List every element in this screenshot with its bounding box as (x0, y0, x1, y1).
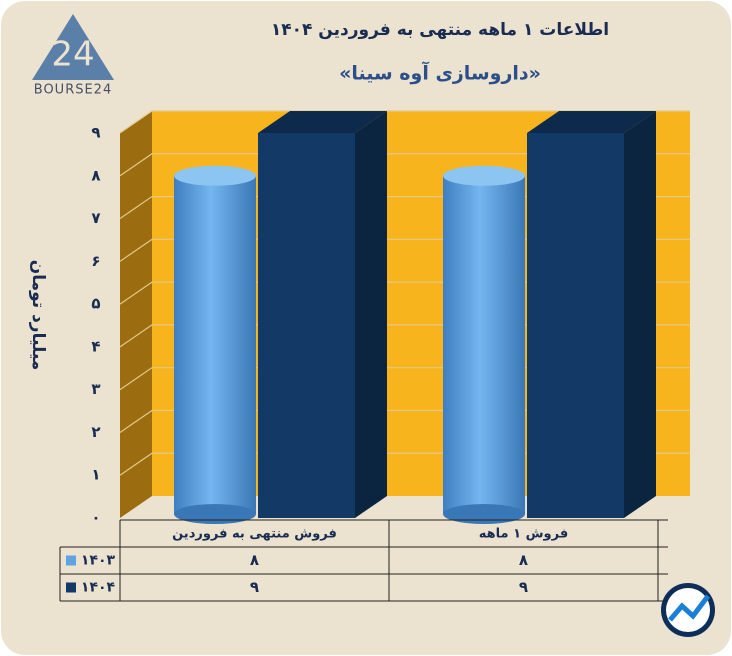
cylinder-bottom (174, 504, 256, 524)
y-tick-label: ۵ (91, 295, 100, 313)
table-value: ۸ (519, 551, 528, 569)
cylinder-bar (443, 175, 525, 514)
grid-line (119, 153, 690, 177)
y-tick-label: ۸ (91, 166, 100, 184)
corner-icon (661, 583, 715, 637)
box-top (258, 111, 387, 133)
legend-swatch (66, 555, 76, 566)
y-axis-label: میلیارد تومان (28, 260, 48, 371)
cylinder-bar (174, 175, 256, 514)
chart-title: اطلاعات ۱ ماهه منتهی به فروردین ۱۴۰۴ (271, 20, 609, 40)
box-top (527, 111, 656, 133)
y-tick-label: ۲ (91, 423, 100, 441)
box-bar (527, 133, 624, 518)
table-value: ۹ (519, 578, 528, 596)
logo-mark: 24 (51, 35, 94, 75)
cylinder-bottom (443, 504, 525, 524)
y-tick-label: ۶ (91, 252, 100, 270)
logo-triangle (32, 14, 114, 80)
y-tick-label: ۱ (91, 466, 100, 484)
x-tick-label: فروش ۱ ماهه (479, 527, 568, 542)
box-side (355, 111, 387, 518)
legend-label: ۱۴۰۴ (81, 580, 116, 596)
table-value: ۹ (250, 578, 259, 596)
legend-swatch (66, 582, 76, 593)
logo: 24 BOURSE24 (32, 14, 114, 98)
icon-arrow (668, 594, 710, 622)
y-tick-label: ۴ (91, 337, 100, 355)
y-tick-label: ۷ (91, 209, 100, 227)
box-bar (258, 133, 355, 518)
table-value: ۸ (250, 551, 259, 569)
chart-subtitle: «داروسازی آوه سینا» (339, 61, 541, 85)
box-side (624, 111, 656, 518)
cylinder-top (174, 165, 256, 186)
y-tick-label: ۰ (91, 509, 100, 527)
y-tick-label: ۹ (91, 124, 100, 142)
legend-label: ۱۴۰۳ (81, 553, 116, 569)
x-tick-label: فروش منتهی به فروردین (172, 527, 337, 542)
cylinder-top (443, 165, 525, 186)
grid-line (119, 110, 690, 134)
y-tick-label: ۳ (91, 380, 100, 398)
logo-text: BOURSE24 (34, 83, 112, 98)
